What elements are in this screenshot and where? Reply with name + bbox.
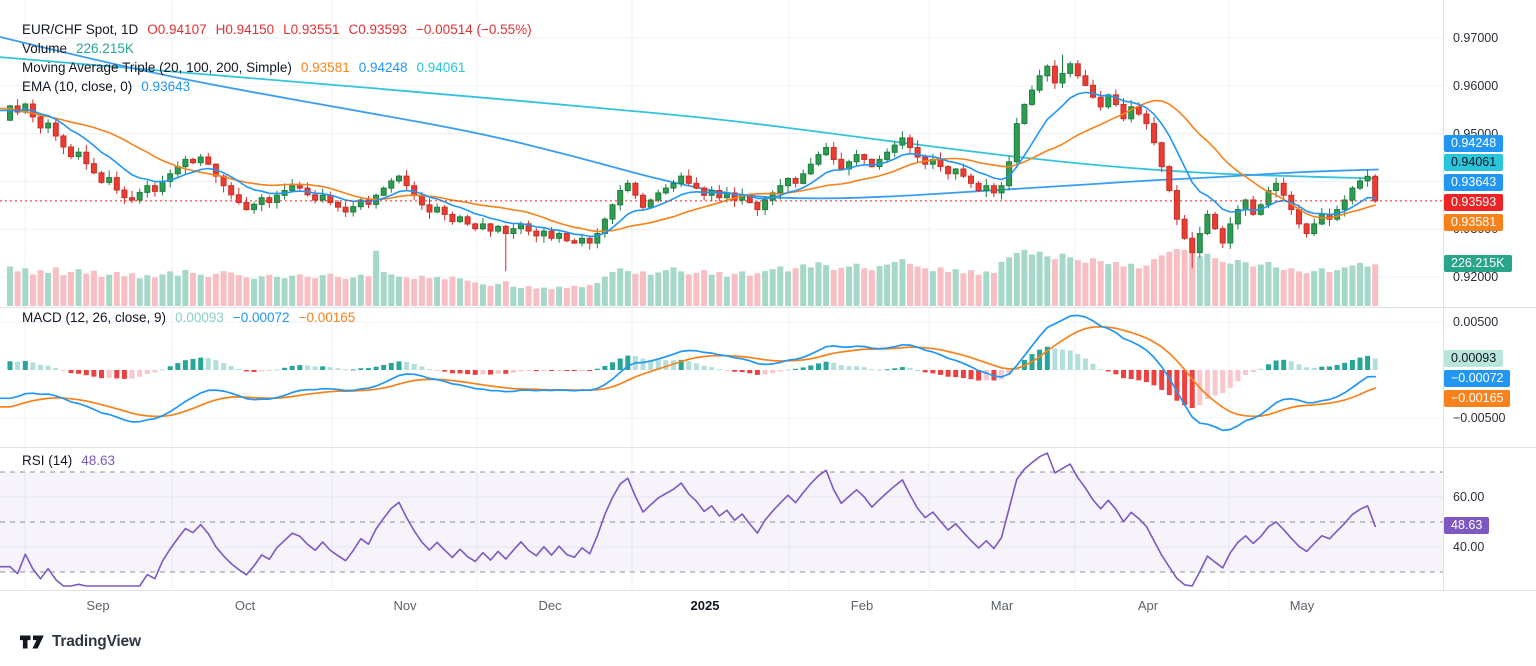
- volume-layer: [7, 249, 1379, 306]
- price-badge-last: 0.93593: [1444, 193, 1504, 211]
- footer: TradingView: [0, 622, 1536, 666]
- rsi-badge: 48.63: [1444, 516, 1490, 534]
- ohlc-low: L0.93551: [283, 22, 340, 37]
- price-tick: 0.92000: [1453, 270, 1499, 284]
- rsi-value: 48.63: [81, 453, 116, 468]
- symbol-legend[interactable]: EUR/CHF Spot, 1D O0.94107 H0.94150 L0.93…: [22, 21, 532, 38]
- tradingview-logo[interactable]: TradingView: [20, 633, 141, 651]
- month-label: Apr: [1137, 598, 1159, 613]
- sma20-line: [0, 99, 1376, 233]
- macd-badge-hist: 0.00093: [1444, 349, 1504, 367]
- ma100-value: 0.94248: [358, 60, 408, 75]
- month-label: May: [1289, 598, 1315, 613]
- chart-canvas[interactable]: [0, 0, 1536, 622]
- ema10-line: [0, 91, 1376, 238]
- price-tick: 0.97000: [1453, 31, 1499, 45]
- macd-tick: 0.00500: [1453, 315, 1499, 329]
- ohlc-close: C0.93593: [348, 22, 408, 37]
- symbol-title: EUR/CHF Spot, 1D: [22, 22, 139, 37]
- macd-label: MACD (12, 26, close, 9): [22, 310, 167, 325]
- ma20-value: 0.93581: [300, 60, 350, 75]
- month-label: Sep: [86, 598, 110, 613]
- time-axis[interactable]: Sep Oct Nov Dec 2025 Feb Mar Apr May: [0, 590, 1536, 623]
- month-label: Oct: [234, 598, 256, 613]
- ema-label: EMA (10, close, 0): [22, 79, 133, 94]
- price-badge-ma20: 0.93581: [1444, 213, 1504, 231]
- ma-legend[interactable]: Moving Average Triple (20, 100, 200, Sim…: [22, 59, 465, 76]
- rsi-tick: 40.00: [1453, 540, 1485, 554]
- ema-value: 0.93643: [141, 79, 191, 94]
- candles-layer: [7, 54, 1379, 272]
- price-badge-ma200: 0.94061: [1444, 153, 1504, 171]
- macd-pane: [0, 314, 1378, 432]
- rsi-pane: [0, 452, 1443, 587]
- volume-value: 226.215K: [76, 41, 134, 56]
- sma200-line: [0, 56, 1379, 180]
- rsi-legend[interactable]: RSI (14) 48.63: [22, 452, 115, 469]
- ma200-value: 0.94061: [416, 60, 466, 75]
- ema-legend[interactable]: EMA (10, close, 0) 0.93643: [22, 78, 190, 95]
- volume-badge: 226.215K: [1444, 254, 1512, 272]
- ohlc-change: −0.00514 (−0.55%): [416, 22, 532, 37]
- grid-layer: [0, 0, 1443, 588]
- macd-tick: −0.00500: [1453, 411, 1506, 425]
- macd-badge-signal: −0.00165: [1444, 389, 1511, 407]
- month-label: Mar: [990, 598, 1014, 613]
- macd-badge-macd: −0.00072: [1444, 369, 1511, 387]
- rsi-tick: 60.00: [1453, 490, 1485, 504]
- macd-legend[interactable]: MACD (12, 26, close, 9) 0.00093 −0.00072…: [22, 309, 355, 326]
- volume-legend[interactable]: Volume 226.215K: [22, 40, 134, 57]
- month-label: Nov: [393, 598, 417, 613]
- ohlc-open: O0.94107: [147, 22, 207, 37]
- month-label: Feb: [850, 598, 874, 613]
- price-badge-ema: 0.93643: [1444, 173, 1504, 191]
- month-label: Dec: [538, 598, 562, 613]
- ma-label: Moving Average Triple (20, 100, 200, Sim…: [22, 60, 292, 75]
- ohlc-high: H0.94150: [215, 22, 275, 37]
- macd-line-value: −0.00072: [232, 310, 290, 325]
- price-tick: 0.96000: [1453, 79, 1499, 93]
- pane-borders: [0, 0, 1536, 590]
- volume-label: Volume: [22, 41, 68, 56]
- rsi-label: RSI (14): [22, 453, 73, 468]
- macd-signal-value: −0.00165: [298, 310, 356, 325]
- tradingview-logo-icon: [20, 635, 44, 649]
- month-label: 2025: [690, 598, 720, 613]
- price-badge-ma100: 0.94248: [1444, 134, 1504, 152]
- macd-hist-value: 0.00093: [175, 310, 224, 325]
- brand-text: TradingView: [52, 633, 141, 650]
